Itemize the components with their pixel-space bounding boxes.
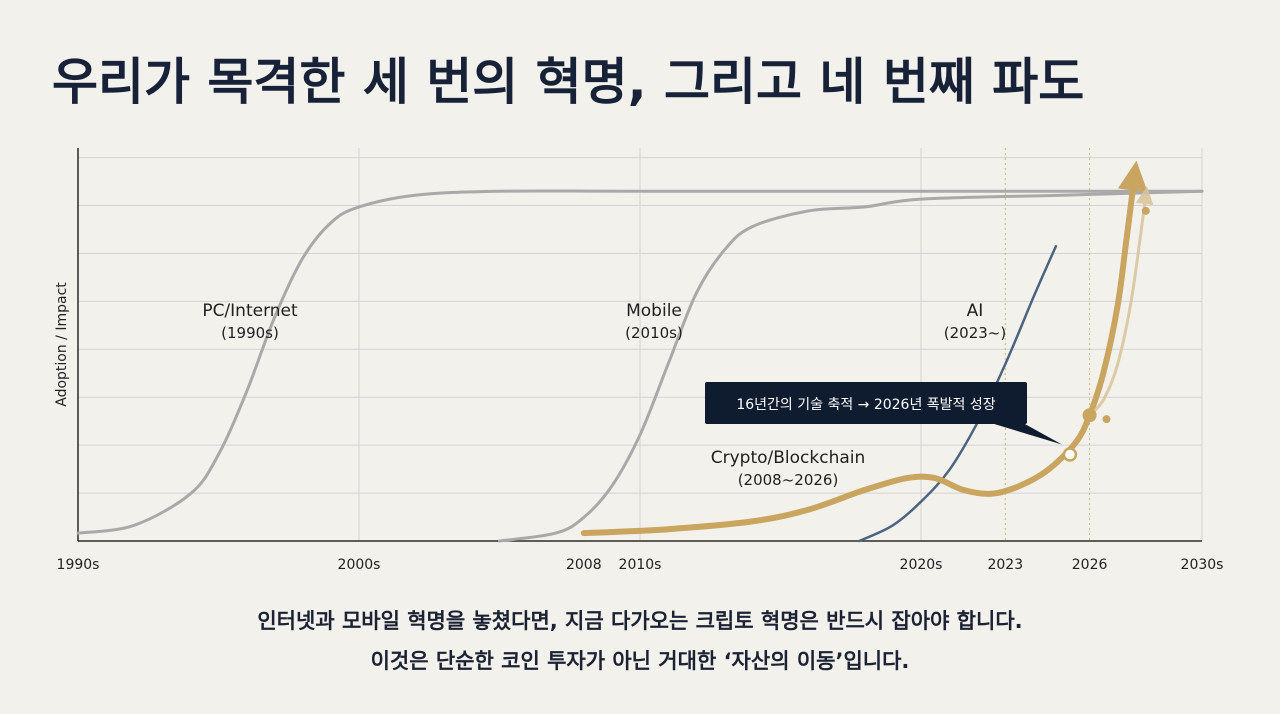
data-point-filled bbox=[1082, 408, 1097, 423]
page-title: 우리가 목격한 세 번의 혁명, 그리고 네 번째 파도 bbox=[52, 53, 1085, 111]
y-axis-label: Adoption / Impact bbox=[54, 282, 70, 407]
chart-grid bbox=[78, 148, 1203, 542]
series-line-mobile bbox=[498, 189, 1204, 543]
caption-line-1: 인터넷과 모바일 혁명을 놓쳤다면, 지금 다가오는 크립토 혁명은 반드시 잡… bbox=[257, 609, 1023, 633]
series-period-crypto-blockchain: (2008~2026) bbox=[738, 471, 839, 489]
x-tick-label: 2010s bbox=[619, 557, 662, 573]
x-tick-label: 2000s bbox=[338, 557, 381, 573]
chart-callout: 16년간의 기술 축적 → 2026년 폭발적 성장 bbox=[705, 382, 1062, 445]
chart-labels: PC/Internet (1990s) Mobile (2010s) AI (2023~)… bbox=[202, 301, 1006, 489]
data-point-dot bbox=[1141, 206, 1150, 215]
chart-series bbox=[76, 160, 1204, 543]
series-line-crypto-projection bbox=[1088, 186, 1154, 417]
chart-points bbox=[1062, 206, 1150, 462]
chart-axes: 1990s 2000s 2008 2010s 2020s 2023 2026 2030s Ado… bbox=[54, 148, 1223, 573]
x-tick-label: 1990s bbox=[57, 557, 100, 573]
series-label-crypto-blockchain: Crypto/Blockchain bbox=[711, 448, 866, 468]
x-tick-label: 2008 bbox=[566, 557, 602, 573]
series-period-pc-internet: (1990s) bbox=[221, 324, 279, 342]
series-line-pc-internet bbox=[76, 189, 1204, 535]
series-period-ai: (2023~) bbox=[944, 324, 1006, 342]
caption-line-2: 이것은 단순한 코인 투자가 아닌 거대한 ‘자산의 이동’입니다. bbox=[370, 649, 910, 673]
x-tick-label: 2023 bbox=[987, 557, 1023, 573]
x-tick-label: 2030s bbox=[1181, 557, 1224, 573]
series-label-pc-internet: PC/Internet bbox=[202, 301, 298, 321]
callout-box bbox=[705, 382, 1027, 424]
series-label-ai: AI bbox=[967, 301, 984, 321]
x-tick-label: 2020s bbox=[900, 557, 943, 573]
series-period-mobile: (2010s) bbox=[625, 324, 683, 342]
data-point-dot bbox=[1102, 415, 1111, 424]
series-label-mobile: Mobile bbox=[626, 301, 682, 321]
year-marker-lines bbox=[1004, 148, 1091, 541]
callout-pointer bbox=[991, 423, 1062, 445]
callout-text: 16년간의 기술 축적 → 2026년 폭발적 성장 bbox=[736, 397, 995, 413]
data-point-open bbox=[1062, 447, 1078, 462]
series-line-crypto-blockchain bbox=[580, 160, 1148, 537]
x-tick-label: 2026 bbox=[1072, 557, 1108, 573]
series-line-ai bbox=[857, 245, 1058, 543]
